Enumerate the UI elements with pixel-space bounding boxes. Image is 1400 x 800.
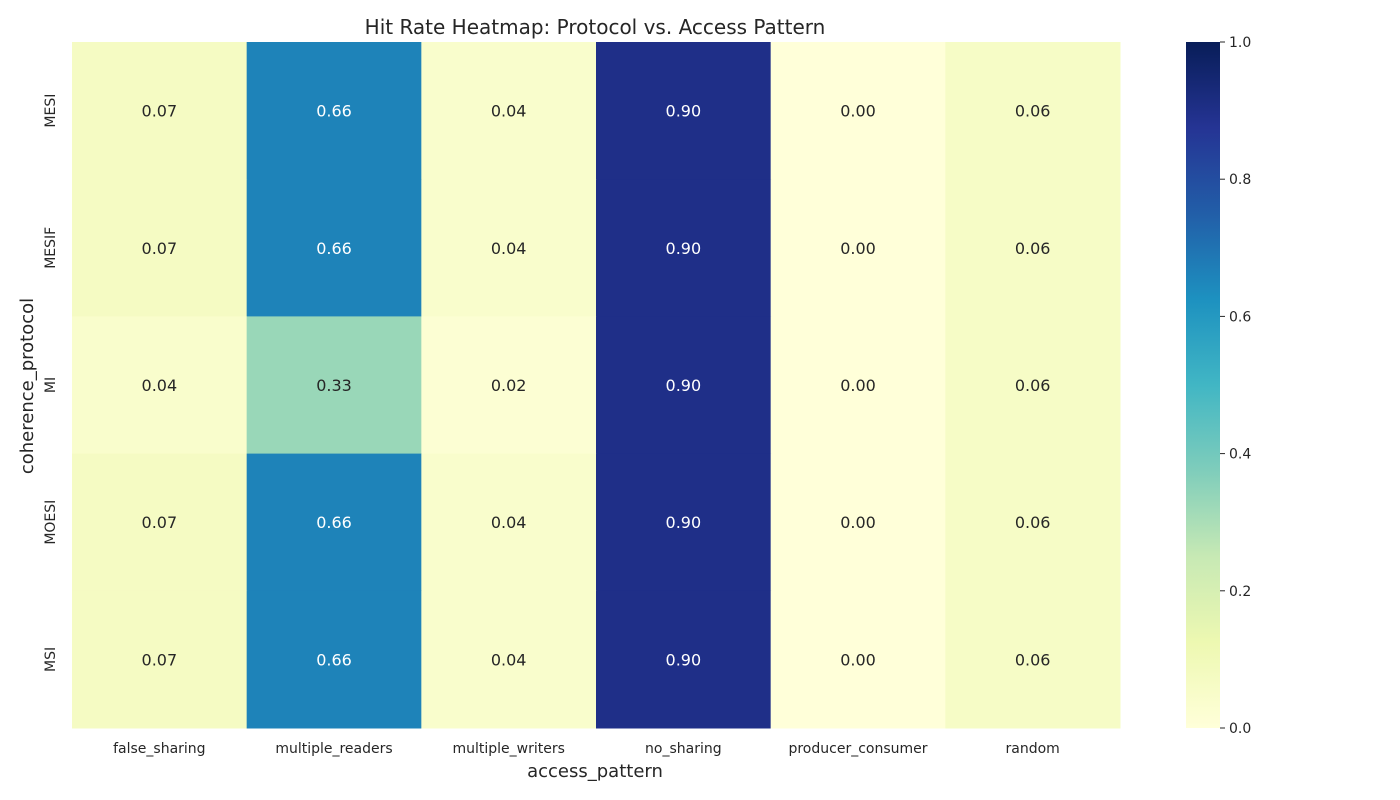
y-axis-label: coherence_protocol <box>17 298 38 474</box>
heatmap-cell <box>596 590 772 729</box>
x-tick-label: producer_consumer <box>788 741 927 757</box>
cell-value-label: 0.00 <box>840 102 876 121</box>
y-tick-label: MESI <box>43 94 59 128</box>
heatmap-cell <box>421 316 597 455</box>
heatmap-cell <box>421 590 597 729</box>
cell-value-label: 0.07 <box>142 513 178 532</box>
cell-value-label: 0.66 <box>316 239 352 258</box>
y-tick-label: MI <box>43 377 59 393</box>
cell-value-label: 0.00 <box>840 650 876 669</box>
y-tick-label: MOESI <box>43 500 59 545</box>
chart-title: Hit Rate Heatmap: Protocol vs. Access Pa… <box>365 15 826 39</box>
heatmap-cell <box>72 590 248 729</box>
y-axis-ticks: MESI MESIF MI MOESI MSI <box>43 94 59 672</box>
y-tick-label: MSI <box>43 647 59 672</box>
colorbar-tick-label: 0.4 <box>1229 447 1251 463</box>
x-tick-label: multiple_readers <box>275 741 392 757</box>
heatmap-cell <box>945 590 1121 729</box>
y-tick-label: MESIF <box>43 227 59 269</box>
heatmap-cell <box>770 179 946 317</box>
cell-value-label: 0.07 <box>142 650 178 669</box>
heatmap-cell <box>596 179 772 317</box>
x-axis-label: access_pattern <box>527 761 663 782</box>
x-tick-label: random <box>1006 741 1060 757</box>
cell-value-label: 0.07 <box>142 239 178 258</box>
cell-value-label: 0.04 <box>491 513 527 532</box>
cell-value-label: 0.04 <box>142 376 178 395</box>
colorbar <box>1186 42 1220 728</box>
cell-value-label: 0.02 <box>491 376 527 395</box>
heatmap-cell <box>945 42 1121 180</box>
cell-value-label: 0.06 <box>1015 650 1051 669</box>
colorbar-tick-label: 0.0 <box>1229 721 1251 737</box>
heatmap-cell <box>421 42 597 180</box>
colorbar-tick-label: 0.8 <box>1229 172 1251 188</box>
x-tick-label: no_sharing <box>645 741 722 757</box>
cell-value-label: 0.90 <box>666 102 702 121</box>
cell-value-label: 0.06 <box>1015 376 1051 395</box>
colorbar-tick-label: 1.0 <box>1229 35 1251 51</box>
heatmap-cell <box>246 179 422 317</box>
cell-value-label: 0.04 <box>491 650 527 669</box>
cell-value-label: 0.66 <box>316 513 352 532</box>
heatmap-cells: 0.07 0.66 0.04 0.90 0.00 0.06 0.07 0.66 0.04 0.90… <box>72 42 1121 729</box>
cell-value-label: 0.90 <box>666 376 702 395</box>
heatmap-cell <box>945 179 1121 317</box>
heatmap-cell <box>72 42 248 180</box>
x-tick-label: false_sharing <box>113 741 205 757</box>
cell-value-label: 0.66 <box>316 650 352 669</box>
cell-value-label: 0.06 <box>1015 239 1051 258</box>
cell-value-label: 0.33 <box>316 376 352 395</box>
cell-value-label: 0.06 <box>1015 513 1051 532</box>
heatmap-cell <box>770 453 946 592</box>
cell-value-label: 0.66 <box>316 102 352 121</box>
heatmap-cell <box>246 42 422 180</box>
colorbar-ticks: 0.0 0.2 0.4 0.6 0.8 1.0 <box>1220 35 1251 737</box>
heatmap-cell <box>596 42 772 180</box>
cell-value-label: 0.90 <box>666 650 702 669</box>
heatmap-cell <box>770 590 946 729</box>
cell-value-label: 0.07 <box>142 102 178 121</box>
cell-value-label: 0.00 <box>840 513 876 532</box>
cell-value-label: 0.04 <box>491 239 527 258</box>
heatmap-cell <box>945 453 1121 592</box>
heatmap-cell <box>72 316 248 455</box>
heatmap-cell <box>421 453 597 592</box>
heatmap-cell <box>246 453 422 592</box>
heatmap-cell <box>596 453 772 592</box>
heatmap-cell <box>72 453 248 592</box>
cell-value-label: 0.90 <box>666 239 702 258</box>
colorbar-tick-label: 0.6 <box>1229 309 1251 325</box>
cell-value-label: 0.04 <box>491 102 527 121</box>
heatmap-cell <box>770 42 946 180</box>
heatmap-cell <box>246 590 422 729</box>
x-tick-label: multiple_writers <box>452 741 564 757</box>
cell-value-label: 0.90 <box>666 513 702 532</box>
heatmap-cell <box>945 316 1121 455</box>
cell-value-label: 0.06 <box>1015 102 1051 121</box>
cell-value-label: 0.00 <box>840 376 876 395</box>
cell-value-label: 0.00 <box>840 239 876 258</box>
heatmap-cell <box>421 179 597 317</box>
heatmap-cell <box>770 316 946 455</box>
heatmap-cell <box>246 316 422 455</box>
heatmap-cell <box>596 316 772 455</box>
x-axis-ticks: false_sharing multiple_readers multiple_wr… <box>113 741 1060 757</box>
heatmap-cell <box>72 179 248 317</box>
colorbar-tick-label: 0.2 <box>1229 584 1251 600</box>
